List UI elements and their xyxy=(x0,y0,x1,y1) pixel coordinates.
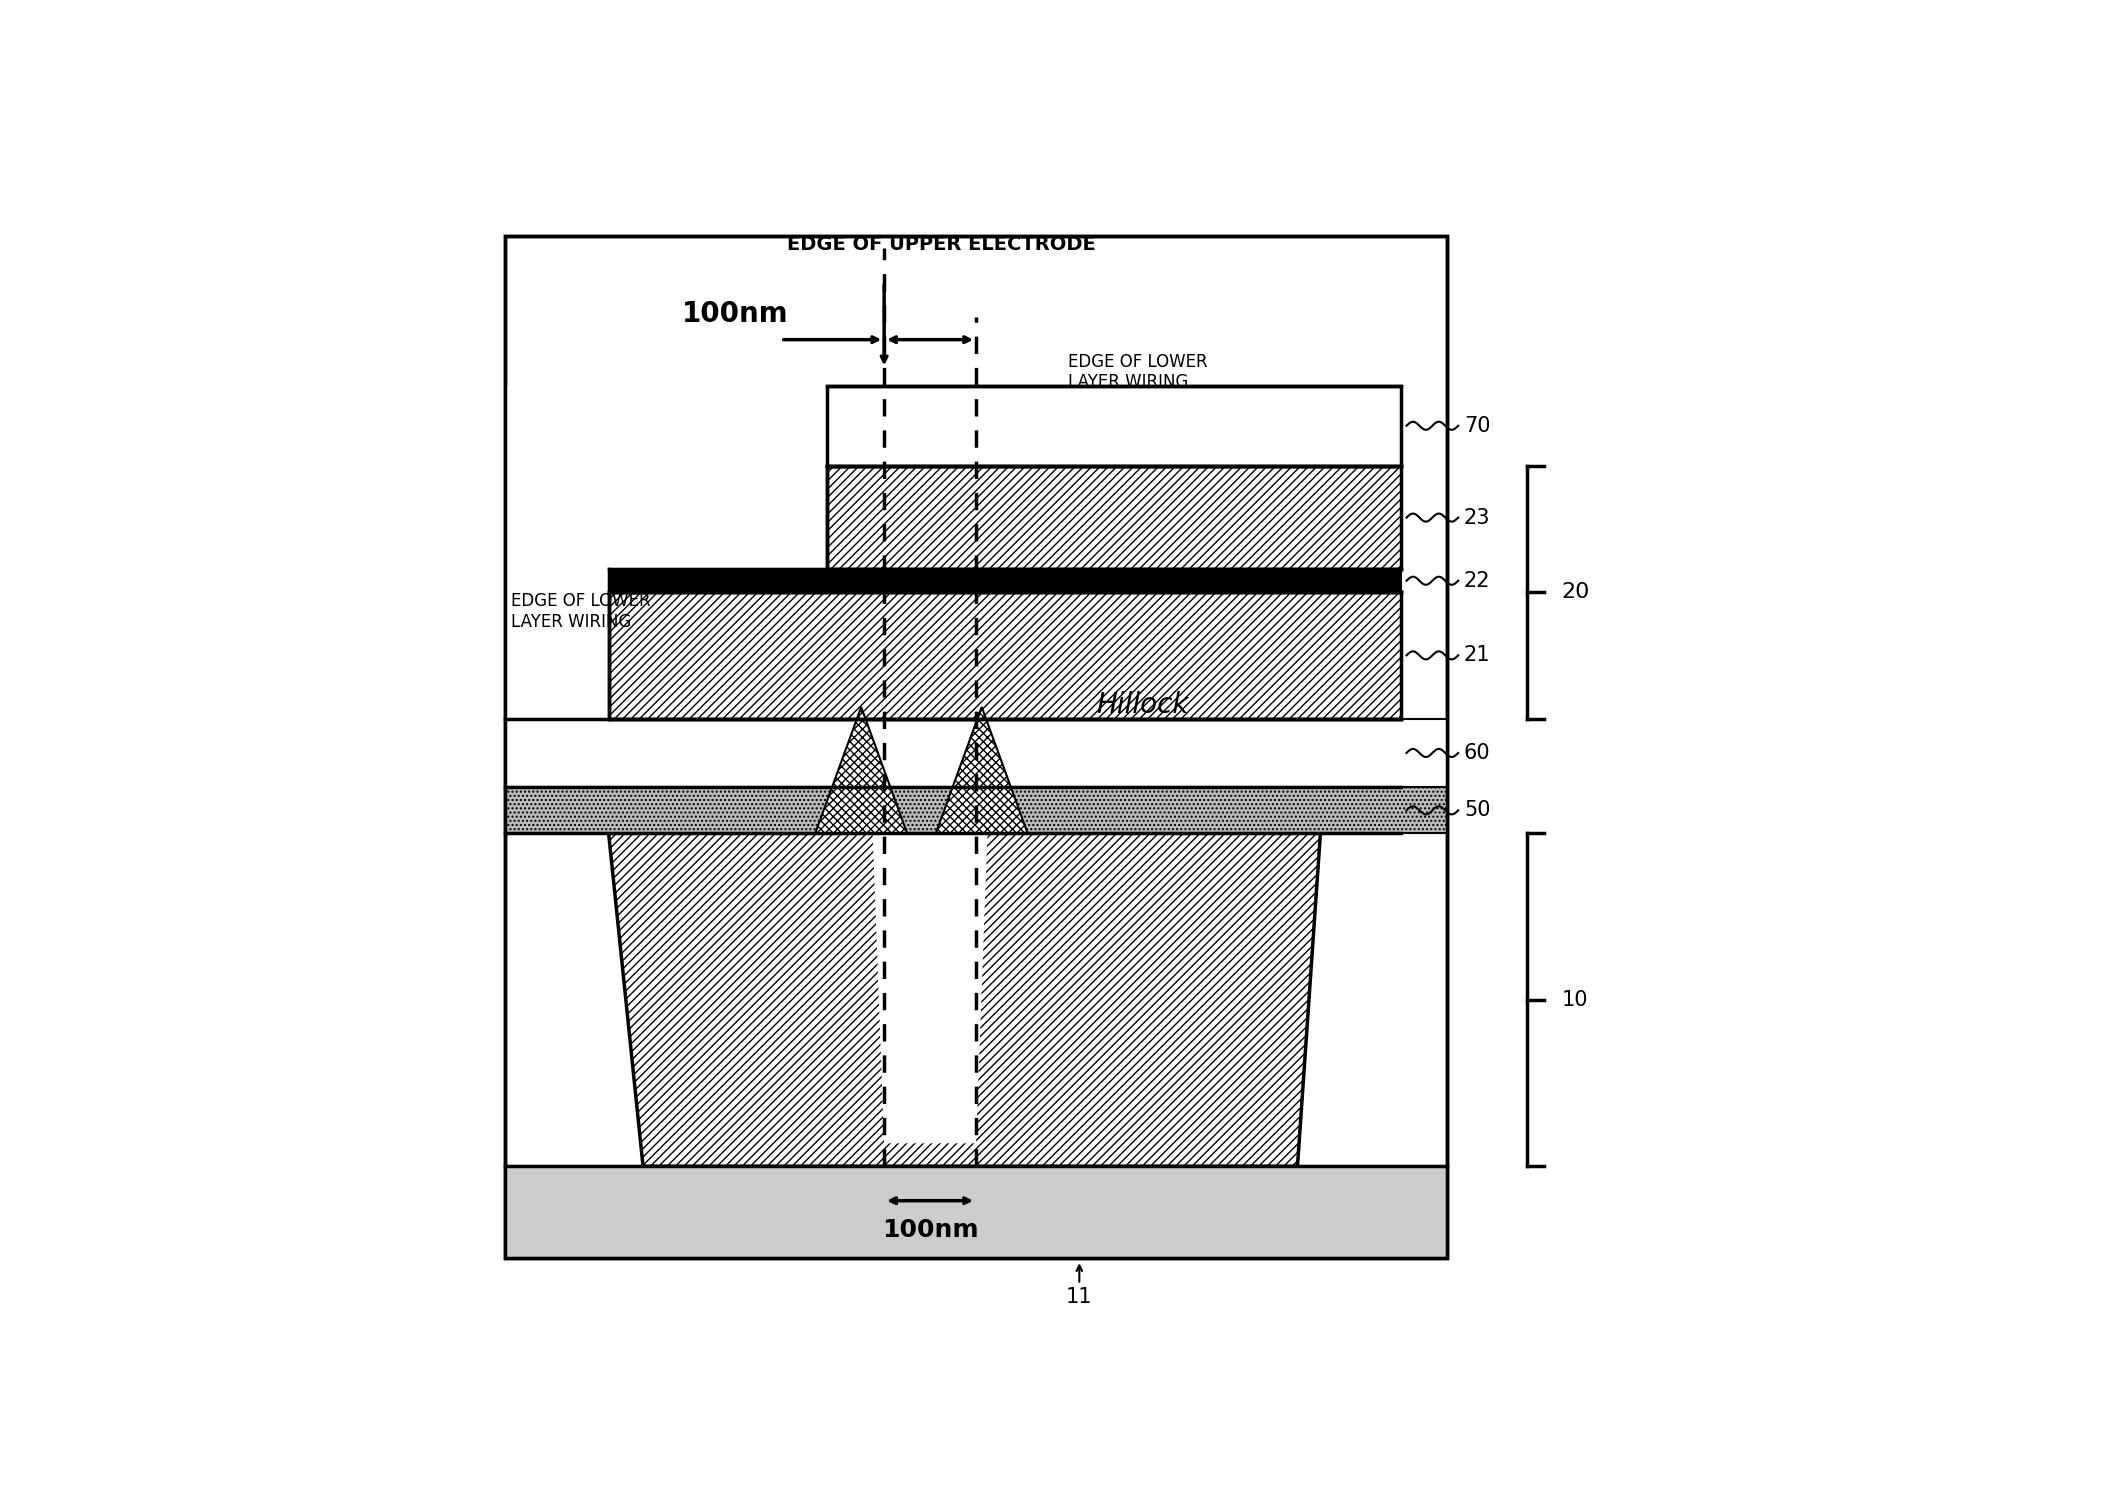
Text: EDGE OF LOWER
LAYER WIRING: EDGE OF LOWER LAYER WIRING xyxy=(1068,352,1207,391)
Text: 21: 21 xyxy=(1464,646,1491,665)
Bar xyxy=(609,570,1400,592)
Text: Hillock: Hillock xyxy=(1097,690,1190,719)
Text: 11: 11 xyxy=(1066,1287,1093,1306)
Polygon shape xyxy=(609,833,1320,1166)
Text: 50: 50 xyxy=(1464,801,1491,820)
Text: 10: 10 xyxy=(1561,990,1588,1009)
Bar xyxy=(505,570,609,592)
Bar xyxy=(505,1166,1447,1258)
Text: 100nm: 100nm xyxy=(682,300,788,328)
Text: EDGE OF UPPER ELECTRODE: EDGE OF UPPER ELECTRODE xyxy=(788,234,1095,253)
Text: 70: 70 xyxy=(1464,416,1491,435)
Text: 22: 22 xyxy=(1464,571,1491,590)
Bar xyxy=(505,386,828,465)
Bar xyxy=(505,237,1447,1258)
Bar xyxy=(609,592,1400,719)
Polygon shape xyxy=(815,707,908,833)
Polygon shape xyxy=(935,707,1028,833)
Text: 23: 23 xyxy=(1464,507,1491,528)
Text: EDGE OF LOWER
LAYER WIRING: EDGE OF LOWER LAYER WIRING xyxy=(512,592,651,631)
Text: 20: 20 xyxy=(1561,581,1590,602)
Bar xyxy=(505,465,828,570)
Bar xyxy=(505,592,609,719)
Text: 100nm: 100nm xyxy=(882,1218,979,1242)
Bar xyxy=(828,386,1400,465)
Bar xyxy=(505,719,1447,787)
Text: 60: 60 xyxy=(1464,743,1491,763)
Bar xyxy=(505,787,1447,833)
Bar xyxy=(828,465,1400,570)
Bar xyxy=(505,237,1447,1258)
Polygon shape xyxy=(872,833,988,1144)
